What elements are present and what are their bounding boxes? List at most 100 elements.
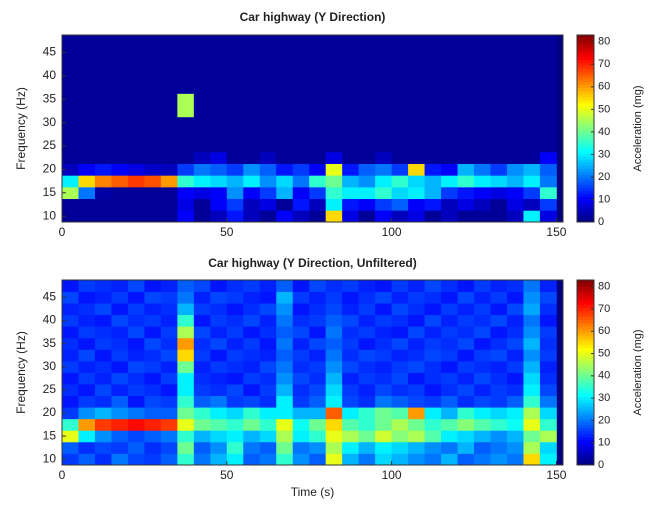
colorbar-step [577, 97, 594, 101]
heatmap-cell [359, 396, 376, 408]
heatmap-cell [243, 407, 260, 419]
colorbar-step [577, 406, 594, 410]
heatmap-cell [375, 453, 392, 465]
heatmap-cell [95, 396, 112, 408]
heatmap-cell [392, 140, 409, 152]
heatmap-cell [342, 373, 359, 385]
heatmap-cell [326, 35, 343, 47]
heatmap-cell [260, 140, 277, 152]
heatmap-cell [161, 117, 178, 129]
heatmap-cell [425, 58, 442, 70]
heatmap-cell [210, 326, 227, 338]
heatmap-cell [425, 140, 442, 152]
colorbar-step [577, 314, 594, 318]
colorbar-step [577, 385, 594, 389]
heatmap-cell [458, 384, 475, 396]
colorbar-step [577, 413, 594, 417]
heatmap-cell [227, 361, 244, 373]
heatmap-cell [375, 140, 392, 152]
heatmap-cell [507, 82, 524, 94]
heatmap-cell [392, 407, 409, 419]
colorbar-step [577, 348, 594, 352]
heatmap-cell [441, 47, 458, 59]
heatmap-cell [342, 58, 359, 70]
heatmap-cell [293, 384, 310, 396]
heatmap-cell [425, 338, 442, 350]
heatmap-cell [177, 140, 194, 152]
heatmap-cell [177, 396, 194, 408]
heatmap-cell [78, 152, 95, 164]
heatmap-cell [144, 175, 161, 187]
heatmap-cell [408, 93, 425, 105]
heatmap-cell [309, 349, 326, 361]
heatmap-cell [161, 373, 178, 385]
heatmap-cell [177, 326, 194, 338]
colorbar-tick-label: 70 [598, 303, 610, 315]
heatmap-cell [293, 35, 310, 47]
colorbar-step [577, 157, 594, 161]
heatmap-cell [95, 117, 112, 129]
heatmap-cell [128, 453, 145, 465]
heatmap-cell [177, 442, 194, 454]
heatmap-cell [210, 349, 227, 361]
heatmap-cell [161, 419, 178, 431]
colorbar-step [577, 44, 594, 48]
heatmap-cell [326, 303, 343, 315]
heatmap-cell [309, 419, 326, 431]
heatmap-cell [507, 280, 524, 292]
heatmap-cell [392, 303, 409, 315]
heatmap-cell [326, 292, 343, 304]
heatmap-cell [276, 82, 293, 94]
heatmap-cell [326, 199, 343, 211]
colorbar-step [577, 197, 594, 201]
heatmap-cell [227, 82, 244, 94]
heatmap-cell [342, 396, 359, 408]
heatmap-cell [276, 453, 293, 465]
heatmap-cell [359, 105, 376, 117]
heatmap-cell [458, 210, 475, 222]
heatmap-cell [276, 70, 293, 82]
heatmap-cell [128, 117, 145, 129]
heatmap-cell [326, 117, 343, 129]
heatmap-cell [227, 35, 244, 47]
heatmap-cell [458, 35, 475, 47]
heatmap-cell [425, 361, 442, 373]
heatmap-cell [194, 407, 211, 419]
colorbar-step [577, 185, 594, 189]
heatmap-cell [177, 187, 194, 199]
heatmap-cell [309, 280, 326, 292]
heatmap-cell [210, 303, 227, 315]
heatmap-cell [78, 384, 95, 396]
colorbar-step [577, 379, 594, 383]
heatmap-cell [474, 349, 491, 361]
heatmap-cell [95, 442, 112, 454]
heatmap-cell [210, 35, 227, 47]
colorbar-tick-label: 50 [598, 103, 610, 115]
heatmap-cell [474, 105, 491, 117]
heatmap-cell [243, 419, 260, 431]
heatmap-cell [408, 338, 425, 350]
heatmap-cell [161, 175, 178, 187]
heatmap-cell [425, 303, 442, 315]
heatmap-cell [210, 140, 227, 152]
heatmap-cell [523, 326, 540, 338]
heatmap-cell [293, 47, 310, 59]
heatmap-cell [408, 199, 425, 211]
colorbar-step [577, 54, 594, 58]
colorbar-step [577, 295, 594, 299]
y-tick-label: 40 [43, 68, 57, 82]
heatmap-cell [62, 199, 79, 211]
heatmap-cell [441, 93, 458, 105]
heatmap-cell [227, 338, 244, 350]
heatmap-cell [375, 407, 392, 419]
heatmap-cell [260, 199, 277, 211]
chart: 0501001501015202530354045Car highway (Y … [0, 0, 656, 506]
heatmap-cell [161, 407, 178, 419]
colorbar-step [577, 357, 594, 361]
heatmap-cell [540, 361, 557, 373]
heatmap-cell [276, 430, 293, 442]
heatmap-cell [425, 442, 442, 454]
heatmap-cell [276, 187, 293, 199]
heatmap-cell [293, 58, 310, 70]
heatmap-cell [408, 70, 425, 82]
